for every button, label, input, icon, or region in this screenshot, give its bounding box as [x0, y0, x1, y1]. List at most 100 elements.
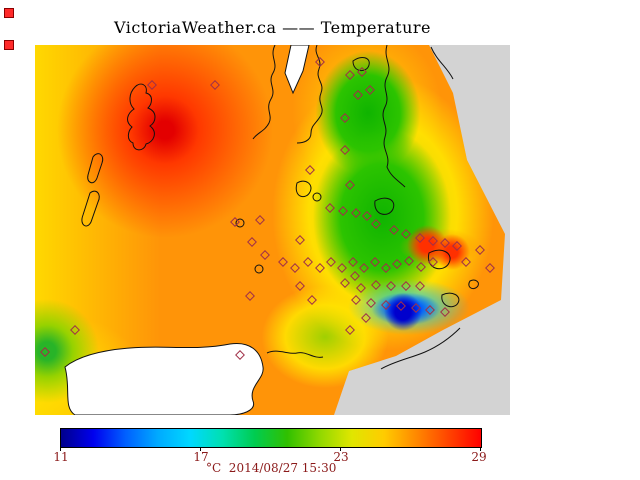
island-east-4 [468, 279, 479, 290]
coastline-channel-east [296, 45, 323, 144]
islet-1 [235, 218, 245, 228]
station-marker [371, 219, 381, 229]
station-marker [362, 211, 372, 221]
corner-mark [4, 8, 14, 18]
station-marker [396, 301, 406, 311]
colorbar [60, 428, 482, 448]
station-marker [461, 257, 471, 267]
station-marker [485, 263, 495, 273]
station-marker [440, 238, 450, 248]
colorbar-tick [340, 447, 341, 451]
station-marker [428, 236, 438, 246]
station-marker [70, 325, 80, 335]
station-marker [356, 283, 366, 293]
station-marker [416, 262, 426, 272]
islet-3 [312, 192, 322, 202]
map-title: VictoriaWeather.ca —— Temperature [113, 18, 432, 37]
map-plot [35, 45, 510, 415]
station-marker [340, 145, 350, 155]
station-marker [247, 237, 257, 247]
station-marker [340, 278, 350, 288]
station-marker [440, 307, 450, 317]
station-marker [337, 263, 347, 273]
station-marker [389, 225, 399, 235]
station-marker [348, 257, 358, 267]
station-marker [425, 305, 435, 315]
station-marker [386, 281, 396, 291]
colorbar-tick [200, 447, 201, 451]
station-marker [255, 215, 265, 225]
colorbar-tick [480, 447, 481, 451]
station-marker [475, 245, 485, 255]
station-marker [345, 180, 355, 190]
station-marker [351, 295, 361, 305]
coastline-southeast [380, 327, 461, 370]
island-east-1 [374, 197, 395, 215]
island-west-1 [87, 153, 104, 184]
station-marker [338, 206, 348, 216]
station-marker [357, 67, 367, 77]
station-marker [147, 80, 157, 90]
coastline-south [266, 350, 324, 358]
station-marker [415, 233, 425, 243]
station-marker [415, 281, 425, 291]
station-marker [295, 235, 305, 245]
coastline-channel-west [252, 45, 276, 140]
lake-outline [127, 83, 156, 151]
station-marker [307, 295, 317, 305]
island-east-2 [428, 249, 451, 270]
station-marker [365, 85, 375, 95]
station-marker [371, 280, 381, 290]
station-marker [359, 263, 369, 273]
station-marker [381, 300, 391, 310]
station-marker [278, 257, 288, 267]
colorbar-gradient [61, 429, 481, 447]
station-marker [230, 217, 240, 227]
station-marker [305, 165, 315, 175]
station-marker [370, 257, 380, 267]
station-marker [235, 350, 245, 360]
station-marker [401, 229, 411, 239]
station-marker [210, 80, 220, 90]
station-marker [404, 256, 414, 266]
station-marker [345, 325, 355, 335]
stations-layer [35, 45, 510, 415]
station-marker [325, 203, 335, 213]
station-marker [295, 281, 305, 291]
corner-mark [4, 40, 14, 50]
station-marker [411, 303, 421, 313]
station-marker [351, 208, 361, 218]
station-marker [340, 113, 350, 123]
station-marker [326, 257, 336, 267]
station-marker [361, 313, 371, 323]
station-marker [345, 70, 355, 80]
water-channel [284, 45, 310, 95]
station-marker [392, 259, 402, 269]
station-marker [315, 263, 325, 273]
island-east-3 [441, 292, 460, 308]
coastlines-svg [64, 45, 479, 415]
station-marker [350, 271, 360, 281]
station-marker [40, 347, 50, 357]
island-north-1 [352, 57, 370, 71]
coastline-east [382, 45, 406, 188]
colorbar-tick-label: 23 [333, 450, 349, 464]
station-marker [315, 57, 325, 67]
colorbar-tick-label: 17 [193, 450, 209, 464]
island-west-2 [81, 190, 100, 227]
station-marker [452, 241, 462, 251]
colorbar-tick-label: 11 [53, 450, 69, 464]
colorbar-tick [60, 447, 61, 451]
colorbar-unit-label: °C 2014/08/27 15:30 [206, 461, 337, 475]
water-strait [64, 342, 264, 415]
station-marker [428, 257, 438, 267]
station-marker [366, 298, 376, 308]
station-marker [381, 263, 391, 273]
colorbar-tick-label: 29 [471, 450, 487, 464]
station-marker [290, 263, 300, 273]
island-center-1 [295, 180, 312, 198]
station-marker [303, 257, 313, 267]
station-marker [353, 90, 363, 100]
station-marker [260, 250, 270, 260]
